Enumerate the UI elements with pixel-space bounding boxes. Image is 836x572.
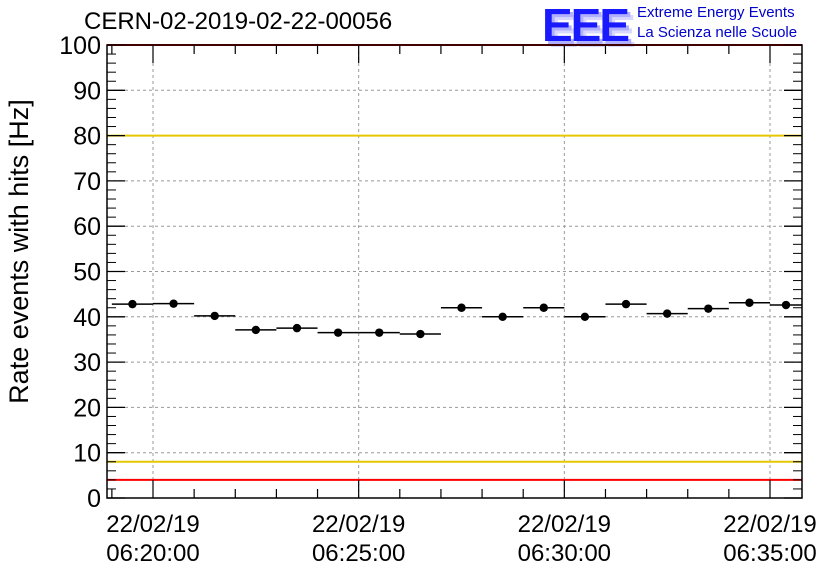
data-point [457,303,466,312]
data-series [111,298,802,339]
data-point [498,312,507,321]
x-tick-date-label: 22/02/19 [312,511,405,538]
data-point [781,300,791,310]
data-point [704,304,713,313]
data-point [128,299,137,309]
data-point [580,312,590,321]
x-tick-time-label: 06:35:00 [723,540,816,567]
x-tick-time-label: 06:30:00 [518,540,611,567]
eee-logo-mark: EEE [542,0,630,51]
data-point [333,328,343,337]
x-tick-date-label: 22/02/19 [518,511,611,538]
reference-lines [107,44,802,481]
y-tick-label: 70 [73,168,101,196]
y-tick-label: 10 [73,440,101,468]
y-tick-label: 60 [73,213,101,241]
grid [107,45,802,498]
y-tick-label: 20 [73,394,101,422]
data-point [292,323,302,333]
data-point [539,303,548,312]
chart-title: CERN-02-2019-02-22-00056 [84,8,393,35]
logo-line-1: Extreme Energy Events [637,4,795,21]
logo-line-2: La Scienza nelle Scuole [637,24,798,41]
data-point [375,328,384,337]
data-point [210,311,219,321]
y-tick-label: 90 [73,77,101,105]
y-tick-label: 50 [73,259,101,287]
y-tick-label: 80 [73,123,101,151]
y-tick-label: 0 [87,485,101,513]
x-tick-time-label: 06:20:00 [106,540,199,567]
y-axis-label: Rate events with hits [Hz] [4,99,34,404]
y-tick-label: 30 [73,349,101,377]
data-point [251,325,261,335]
x-tick-time-label: 06:25:00 [312,540,405,567]
y-tick-label: 40 [73,304,101,332]
data-point [662,309,672,318]
x-axis: 22/02/1906:20:0022/02/1906:25:0022/02/19… [106,45,817,567]
y-tick-label: 100 [59,32,101,60]
x-tick-date-label: 22/02/19 [106,511,199,538]
x-tick-date-label: 22/02/19 [723,511,816,538]
data-point [745,298,754,307]
data-point [621,299,631,309]
data-point [416,329,425,339]
y-axis: 0 10 20 30 40 50 60 70 80 90 100 [59,32,802,513]
data-point [169,299,178,308]
